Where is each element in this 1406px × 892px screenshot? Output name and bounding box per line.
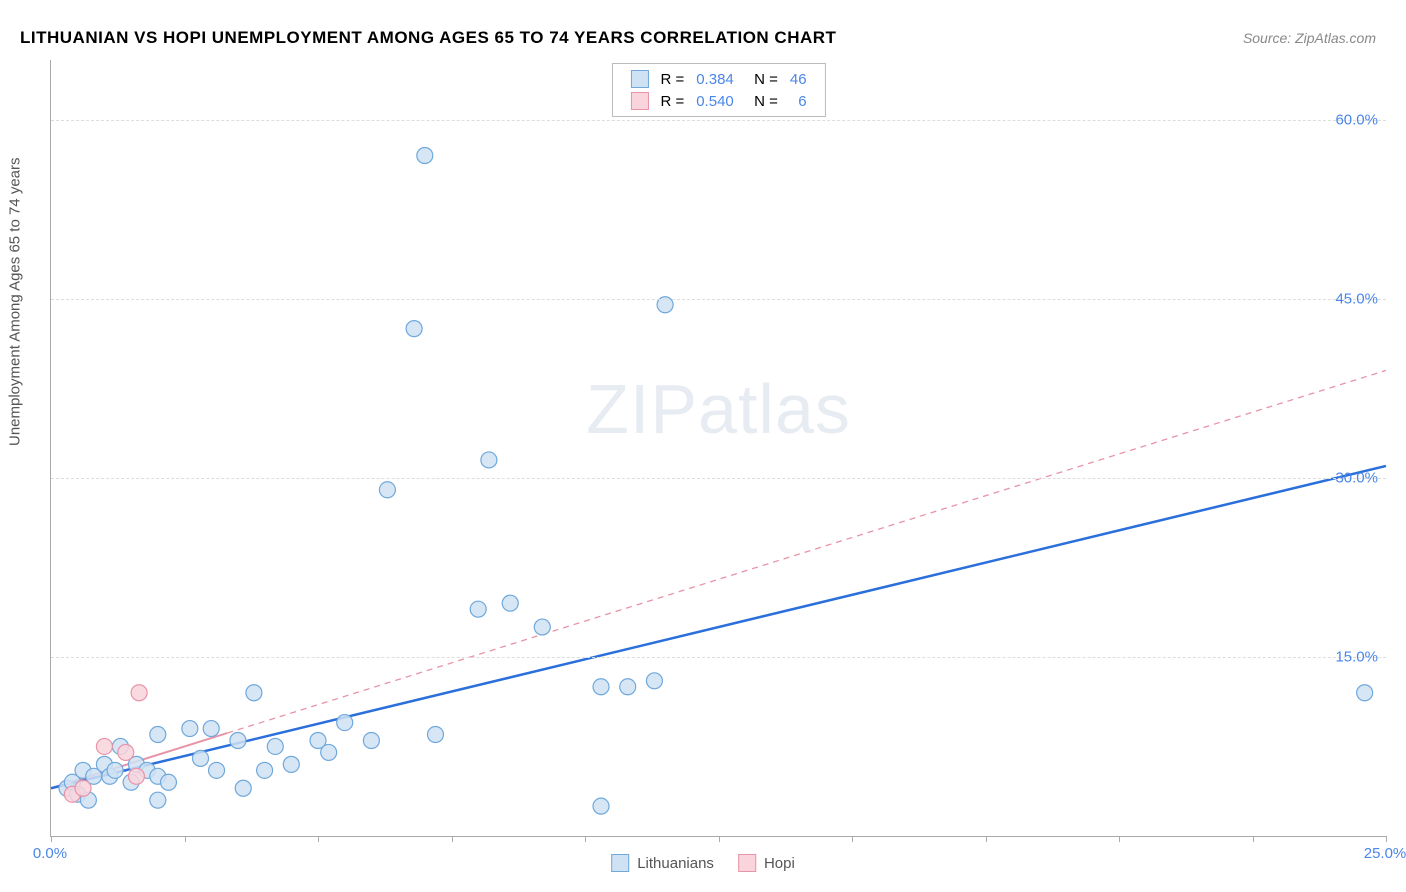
legend-swatch (611, 854, 629, 872)
data-point (427, 727, 443, 743)
stats-row: R = 0.540 N = 6 (624, 90, 812, 112)
series-swatch (630, 70, 648, 88)
r-value: 0.384 (690, 68, 740, 90)
n-label: N = (740, 90, 784, 112)
gridline (51, 657, 1386, 658)
x-tick-label: 25.0% (1364, 845, 1406, 862)
data-point (534, 619, 550, 635)
n-label: N = (740, 68, 784, 90)
data-point (267, 738, 283, 754)
data-point (406, 321, 422, 337)
data-point (257, 762, 273, 778)
chart-svg (51, 60, 1386, 836)
data-point (182, 721, 198, 737)
y-tick-label: 15.0% (1335, 648, 1378, 665)
y-tick-label: 45.0% (1335, 290, 1378, 307)
data-point (620, 679, 636, 695)
y-tick-label: 60.0% (1335, 111, 1378, 128)
x-tick-label: 0.0% (33, 845, 67, 862)
x-tick (1119, 836, 1120, 842)
x-tick (852, 836, 853, 842)
r-label: R = (654, 68, 690, 90)
data-point (321, 744, 337, 760)
regression-line (51, 466, 1386, 788)
data-point (118, 744, 134, 760)
data-point (107, 762, 123, 778)
legend-swatch (738, 854, 756, 872)
y-tick-label: 30.0% (1335, 469, 1378, 486)
gridline (51, 120, 1386, 121)
data-point (230, 732, 246, 748)
n-value: 6 (784, 90, 813, 112)
data-point (131, 685, 147, 701)
chart-plot-area: ZIPatlas R = 0.384 N = 46 R = 0.540 N = … (50, 60, 1386, 837)
data-point (150, 727, 166, 743)
data-point (1357, 685, 1373, 701)
regression-line-dashed (227, 370, 1386, 733)
gridline (51, 478, 1386, 479)
x-tick (585, 836, 586, 842)
data-point (593, 679, 609, 695)
legend-label: Hopi (764, 855, 795, 872)
data-point (96, 738, 112, 754)
data-point (235, 780, 251, 796)
data-point (203, 721, 219, 737)
data-point (209, 762, 225, 778)
chart-title: LITHUANIAN VS HOPI UNEMPLOYMENT AMONG AG… (20, 28, 836, 48)
series-legend: Lithuanians Hopi (611, 854, 795, 872)
data-point (75, 780, 91, 796)
x-tick (318, 836, 319, 842)
stats-legend: R = 0.384 N = 46 R = 0.540 N = 6 (611, 63, 825, 117)
legend-item: Lithuanians (611, 854, 714, 872)
n-value: 46 (784, 68, 813, 90)
x-tick (1253, 836, 1254, 842)
data-point (246, 685, 262, 701)
x-tick (986, 836, 987, 842)
data-point (150, 792, 166, 808)
legend-item: Hopi (738, 854, 795, 872)
stats-row: R = 0.384 N = 46 (624, 68, 812, 90)
x-tick (719, 836, 720, 842)
x-tick (51, 836, 52, 842)
data-point (128, 768, 144, 784)
x-tick (452, 836, 453, 842)
y-axis-label: Unemployment Among Ages 65 to 74 years (7, 157, 24, 446)
data-point (481, 452, 497, 468)
data-point (283, 756, 299, 772)
series-swatch (630, 92, 648, 110)
data-point (160, 774, 176, 790)
x-tick (1386, 836, 1387, 842)
r-label: R = (654, 90, 690, 112)
data-point (379, 482, 395, 498)
data-point (470, 601, 486, 617)
data-point (337, 715, 353, 731)
data-point (363, 732, 379, 748)
gridline (51, 299, 1386, 300)
source-label: Source: ZipAtlas.com (1243, 30, 1376, 46)
data-point (646, 673, 662, 689)
data-point (502, 595, 518, 611)
data-point (593, 798, 609, 814)
legend-label: Lithuanians (637, 855, 714, 872)
data-point (193, 750, 209, 766)
r-value: 0.540 (690, 90, 740, 112)
x-tick (185, 836, 186, 842)
stats-table: R = 0.384 N = 46 R = 0.540 N = 6 (624, 68, 812, 112)
data-point (417, 148, 433, 164)
